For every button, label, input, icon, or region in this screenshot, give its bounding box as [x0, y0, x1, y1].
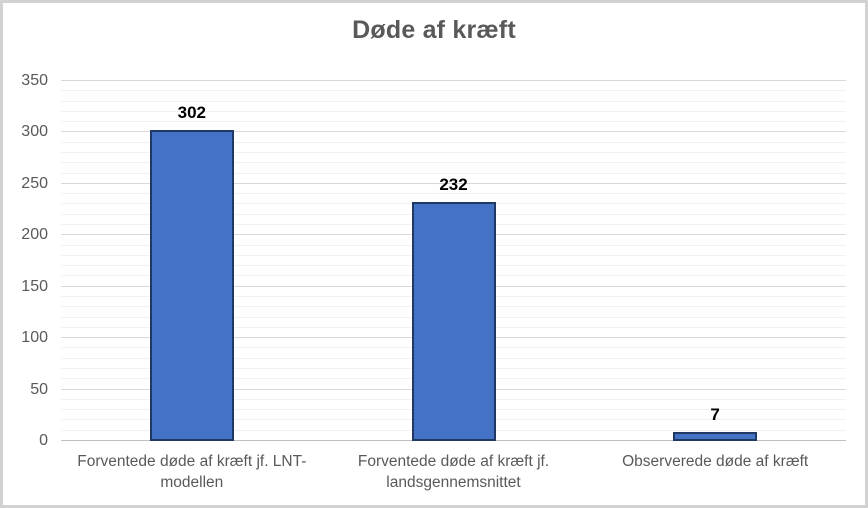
- bar-data-label: 7: [710, 405, 720, 424]
- y-axis-labels: 0 50 100 150 200 250 300 350: [3, 72, 48, 449]
- x-axis-labels: Forventede døde af kræft jf. LNT-modelle…: [61, 451, 846, 493]
- minor-gridline: [61, 172, 846, 174]
- x-axis-category-label: Observerede døde af kræft: [622, 453, 809, 470]
- y-axis-tick-label: 250: [21, 174, 48, 192]
- bar-0: [149, 130, 234, 441]
- bar-1: [411, 202, 496, 441]
- y-axis-tick-label: 200: [21, 226, 48, 244]
- y-axis-tick-label: 0: [39, 432, 48, 449]
- minor-gridline: [61, 141, 846, 143]
- minor-gridline: [61, 162, 846, 164]
- major-gridline: [61, 80, 846, 81]
- minor-gridline: [61, 193, 846, 195]
- minor-gridline: [61, 100, 846, 102]
- y-axis-tick-label: 150: [21, 277, 48, 295]
- minor-gridline: [61, 121, 846, 123]
- major-gridline: [61, 131, 846, 133]
- y-axis-tick-label: 350: [21, 72, 48, 89]
- major-gridline: [61, 182, 846, 184]
- bar-2: [673, 432, 758, 441]
- minor-gridline: [61, 110, 846, 112]
- minor-gridline: [61, 152, 846, 153]
- x-axis-category-label: Forventede døde af kræft jf. LNT-modelle…: [77, 453, 307, 491]
- x-axis-category-label: Forventede døde af kræft jf. landsgennem…: [357, 453, 550, 491]
- y-axis-tick-label: 50: [30, 380, 48, 398]
- minor-gridline: [61, 90, 846, 92]
- bar-data-label: 302: [177, 103, 207, 123]
- y-axis-tick-label: 100: [21, 329, 48, 347]
- bar-data-label: 232: [439, 175, 468, 195]
- plot-area: 302 232 7: [61, 80, 846, 441]
- chart-title: Døde af kræft: [352, 16, 516, 44]
- y-axis-tick-label: 300: [21, 123, 48, 141]
